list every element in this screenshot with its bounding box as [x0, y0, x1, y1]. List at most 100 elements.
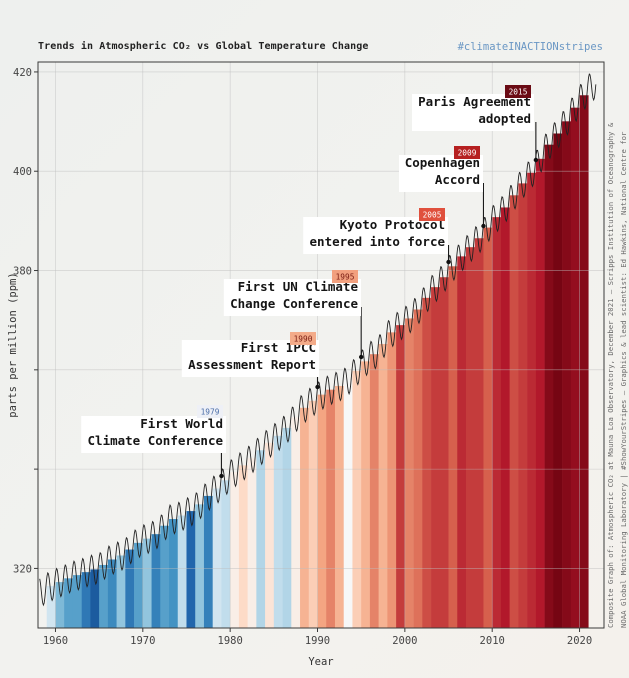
stripe-1997: [378, 344, 388, 628]
y-tick-label: 400: [13, 166, 32, 178]
y-tick-label: 380: [13, 266, 32, 278]
stripe-1966: [107, 559, 117, 628]
stripe-2014: [527, 172, 537, 628]
stripe-1962: [72, 575, 82, 628]
x-axis: 1960 1970 1980 1990 2000 2010 2020: [43, 628, 592, 647]
annotation-box: [81, 416, 226, 453]
stripe-1986: [282, 427, 292, 628]
stripe-1987: [291, 417, 301, 628]
year-badge-label: 2015: [509, 88, 528, 97]
stripe-1984: [265, 442, 275, 628]
stripe-1971: [151, 534, 161, 628]
year-badge: [290, 332, 316, 345]
annotation-2015: Paris Agreement adopted 2015: [412, 85, 539, 163]
stripe-2006: [457, 256, 467, 628]
year-badge-label: 2005: [423, 211, 442, 220]
annotation-text: adopted: [478, 111, 531, 126]
stripe-1967: [116, 555, 126, 628]
year-badge-label: 2009: [458, 149, 477, 158]
annotation-box: [412, 94, 534, 131]
stripe-1973: [169, 519, 179, 628]
stripe-2020: [579, 95, 589, 628]
stripe-2005: [448, 266, 458, 628]
stripe-2000: [404, 318, 414, 628]
x-tick-label: 2000: [392, 635, 417, 647]
x-tick-label: 2020: [567, 635, 592, 647]
annotation-dot: [481, 223, 486, 229]
annotation-box: [181, 340, 319, 377]
stripe-1977: [203, 495, 213, 628]
x-axis-label: Year: [308, 656, 333, 668]
stripe-2011: [500, 207, 510, 628]
stripe-1978: [212, 488, 222, 628]
stripe-1980: [230, 472, 240, 628]
x-tick-label: 1960: [43, 635, 68, 647]
stripe-1992: [334, 385, 345, 628]
x-tick-label: 1970: [130, 635, 155, 647]
stripe-1981: [238, 465, 248, 628]
stripe-1976: [195, 504, 205, 628]
stripe-1985: [273, 435, 283, 628]
hashtag-label[interactable]: #climateINACTIONstripes: [457, 41, 603, 53]
stripe-1972: [160, 525, 170, 628]
annotation-2005: Kyoto Protocol entered into force 2005: [303, 208, 451, 265]
chart-title: Trends in Atmospheric CO₂ vs Global Temp…: [38, 41, 369, 52]
stripe-1970: [142, 538, 152, 628]
annotation-dot: [446, 259, 451, 265]
stripe-1988: [300, 407, 310, 628]
stripe-2016: [544, 144, 554, 629]
stripe-1998: [387, 332, 397, 628]
x-tick-label: 2010: [480, 635, 505, 647]
year-badge: [419, 208, 445, 221]
year-badge-label: 1979: [201, 408, 220, 417]
year-badge-label: 1995: [336, 273, 355, 282]
y-tick-label: 420: [13, 67, 32, 79]
year-badge: [197, 405, 223, 418]
year-badge-label: 1990: [294, 335, 313, 344]
stripe-2001: [413, 309, 423, 628]
stripe-2008: [474, 238, 484, 628]
warming-stripes: [46, 95, 589, 629]
stripe-1975: [186, 511, 196, 628]
y-axis: 320 380 400 420: [13, 67, 38, 575]
annotation-dot: [315, 384, 320, 390]
y-axis-label: parts per million (ppm): [7, 272, 19, 417]
stripe-2010: [492, 217, 502, 628]
annotation-box: [303, 217, 448, 254]
stripe-2003: [431, 287, 441, 628]
stripe-1990: [317, 394, 327, 628]
stripe-1959: [46, 586, 56, 628]
stripe-1991: [326, 389, 336, 628]
annotation-1979: First World Climate Conference 1979: [81, 405, 226, 479]
stripe-2018: [562, 121, 572, 628]
stripe-1963: [81, 572, 91, 628]
annotation-box: [223, 279, 361, 316]
stripe-1974: [177, 515, 187, 628]
year-badge: [332, 270, 358, 283]
plot-border: [37, 61, 605, 629]
stripe-2019: [570, 107, 580, 629]
stripe-2013: [518, 183, 528, 628]
annotation-text: Assessment Report: [188, 357, 316, 372]
stripe-2007: [465, 247, 476, 628]
stripe-1961: [64, 578, 74, 628]
stripe-1994: [352, 370, 362, 628]
stripe-1969: [134, 542, 144, 628]
stripe-1964: [90, 569, 100, 628]
x-tick-label: 1990: [305, 635, 330, 647]
stripe-2012: [509, 195, 519, 628]
year-badge: [454, 146, 480, 159]
stripe-1960: [55, 582, 65, 628]
annotation-text: Accord: [435, 172, 480, 187]
annotation-text: Paris Agreement: [418, 94, 531, 109]
year-badge: [505, 85, 531, 98]
annotation-dot: [219, 473, 224, 479]
stripe-1983: [256, 450, 266, 628]
stripe-2017: [553, 133, 563, 629]
stripe-1982: [247, 458, 257, 628]
y-tick-label: 320: [13, 563, 32, 575]
